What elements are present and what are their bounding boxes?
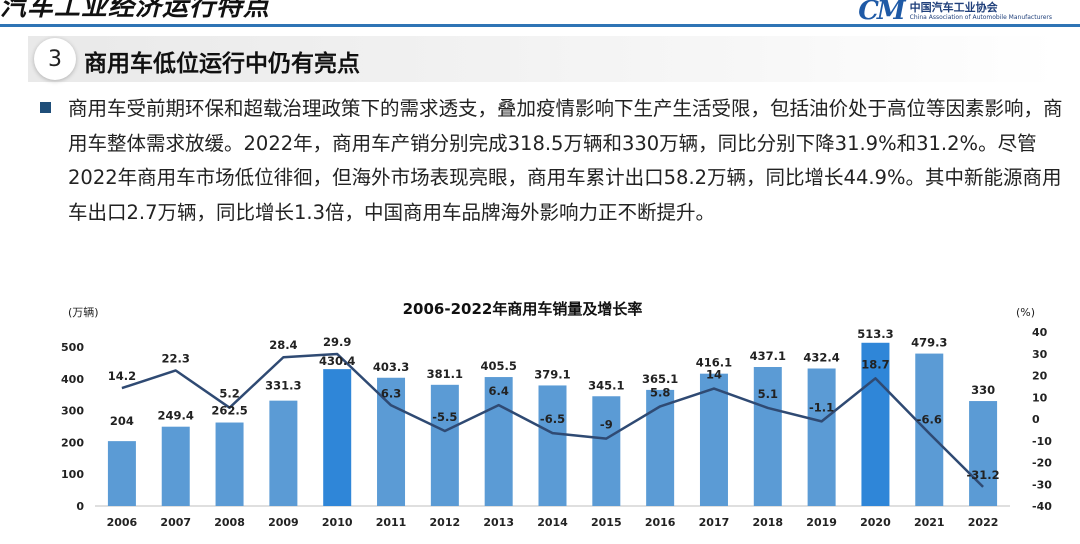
x-tick-label: 2017 bbox=[699, 516, 730, 529]
header-rule bbox=[0, 24, 1080, 27]
sales-bar bbox=[915, 353, 944, 506]
sales-bar bbox=[699, 373, 728, 506]
bar-value-label: 204 bbox=[110, 414, 134, 428]
growth-value-label: 5.1 bbox=[758, 387, 778, 401]
page-header-title: 汽车工业经济运行特点 bbox=[0, 0, 271, 22]
logo-en-text: China Association of Automobile Manufact… bbox=[909, 13, 1052, 21]
growth-value-label: 5.2 bbox=[219, 387, 239, 401]
growth-value-label: -6.6 bbox=[917, 412, 942, 426]
y2-tick-label: -30 bbox=[1032, 478, 1052, 491]
y2-tick-label: 40 bbox=[1032, 326, 1048, 339]
x-tick-label: 2016 bbox=[645, 516, 676, 529]
bar-value-label: 249.4 bbox=[158, 409, 194, 423]
x-tick-label: 2011 bbox=[376, 516, 407, 529]
growth-value-label: 6.4 bbox=[488, 384, 508, 398]
growth-value-label: -31.2 bbox=[967, 468, 1000, 482]
y-tick-label: 400 bbox=[61, 373, 84, 386]
x-tick-label: 2012 bbox=[430, 516, 461, 529]
sales-bar bbox=[538, 385, 567, 506]
x-tick-label: 2008 bbox=[214, 516, 245, 529]
y-axis-unit-label: (万辆) bbox=[68, 305, 99, 319]
sales-bar bbox=[861, 342, 890, 506]
growth-value-label: 14.2 bbox=[108, 369, 136, 383]
bar-value-label: 513.3 bbox=[857, 327, 893, 341]
sales-bar bbox=[592, 396, 621, 506]
sales-bar bbox=[377, 377, 406, 506]
x-tick-label: 2020 bbox=[860, 516, 891, 529]
y-tick-label: 100 bbox=[61, 468, 84, 481]
growth-value-label: 29.9 bbox=[323, 335, 351, 349]
y-tick-label: 500 bbox=[61, 341, 84, 354]
sales-bar bbox=[430, 384, 459, 506]
y2-tick-label: -20 bbox=[1032, 457, 1052, 470]
x-tick-label: 2015 bbox=[591, 516, 622, 529]
bar-value-label: 330 bbox=[971, 383, 995, 397]
x-tick-label: 2010 bbox=[322, 516, 353, 529]
x-tick-label: 2019 bbox=[806, 516, 837, 529]
sales-bar bbox=[484, 377, 513, 506]
section-number-badge: 3 bbox=[34, 38, 76, 80]
bar-value-label: 479.3 bbox=[911, 336, 947, 350]
chart-title: 2006-2022年商用车销量及增长率 bbox=[403, 300, 643, 318]
y-tick-label: 0 bbox=[76, 500, 84, 513]
y-tick-label: 200 bbox=[61, 436, 84, 449]
bar-value-label: 379.1 bbox=[534, 367, 570, 381]
sales-bar bbox=[646, 389, 675, 506]
sales-bar bbox=[161, 426, 190, 506]
growth-value-label: 18.7 bbox=[861, 357, 889, 371]
y2-axis-unit-label: (%) bbox=[1016, 306, 1035, 319]
growth-value-label: 22.3 bbox=[162, 351, 190, 365]
x-tick-label: 2009 bbox=[268, 516, 299, 529]
sales-bar bbox=[753, 367, 782, 506]
bar-value-label: 416.1 bbox=[696, 356, 732, 370]
growth-value-label: 5.8 bbox=[650, 385, 670, 399]
x-tick-label: 2018 bbox=[752, 516, 783, 529]
bar-value-label: 381.1 bbox=[427, 367, 463, 381]
bar-value-label: 345.1 bbox=[588, 378, 624, 392]
bar-value-label: 365.1 bbox=[642, 372, 678, 386]
growth-value-label: 28.4 bbox=[269, 338, 297, 352]
bar-value-label: 262.5 bbox=[211, 404, 247, 418]
x-tick-label: 2006 bbox=[107, 516, 138, 529]
bullet-square-icon bbox=[40, 102, 51, 113]
bar-value-label: 405.5 bbox=[480, 359, 516, 373]
sales-bar bbox=[269, 400, 298, 506]
x-tick-label: 2014 bbox=[537, 516, 568, 529]
growth-value-label: -1.1 bbox=[809, 400, 834, 414]
x-tick-label: 2022 bbox=[968, 516, 999, 529]
logo-mark: CM bbox=[858, 0, 906, 26]
logo-cn-text: 中国汽车工业协会 bbox=[909, 0, 998, 14]
y2-tick-label: 10 bbox=[1032, 391, 1048, 404]
sales-bar bbox=[323, 369, 352, 506]
y2-tick-label: -40 bbox=[1032, 500, 1052, 513]
bar-value-label: 430.4 bbox=[319, 354, 355, 368]
growth-value-label: -5.5 bbox=[432, 410, 457, 424]
x-tick-label: 2021 bbox=[914, 516, 945, 529]
x-tick-label: 2007 bbox=[160, 516, 191, 529]
caam-logo: CM 中国汽车工业协会 China Association of Automob… bbox=[858, 0, 1052, 26]
growth-value-label: 6.3 bbox=[381, 386, 401, 400]
section-title: 商用车低位运行中仍有亮点 bbox=[84, 51, 360, 77]
y2-tick-label: -10 bbox=[1032, 435, 1052, 448]
x-tick-label: 2013 bbox=[483, 516, 514, 529]
bar-value-label: 403.3 bbox=[373, 360, 409, 374]
sales-bar bbox=[215, 422, 244, 506]
body-paragraph: 商用车受前期环保和超载治理政策下的需求透支，叠加疫情影响下生产生活受限，包括油价… bbox=[68, 97, 1063, 224]
bar-value-label: 331.3 bbox=[265, 379, 301, 393]
sales-bar bbox=[807, 368, 836, 506]
growth-value-label: 14 bbox=[706, 368, 722, 382]
bar-value-label: 437.1 bbox=[750, 349, 786, 363]
y2-tick-label: 20 bbox=[1032, 370, 1048, 383]
sales-bar bbox=[969, 401, 998, 506]
bar-value-label: 432.4 bbox=[803, 350, 839, 364]
y-tick-label: 300 bbox=[61, 405, 84, 418]
growth-value-label: -6.5 bbox=[540, 412, 565, 426]
growth-value-label: -9 bbox=[600, 418, 613, 432]
y2-tick-label: 0 bbox=[1032, 413, 1040, 426]
sales-bar bbox=[107, 441, 136, 506]
section-banner bbox=[28, 36, 1058, 82]
y2-tick-label: 30 bbox=[1032, 348, 1048, 361]
